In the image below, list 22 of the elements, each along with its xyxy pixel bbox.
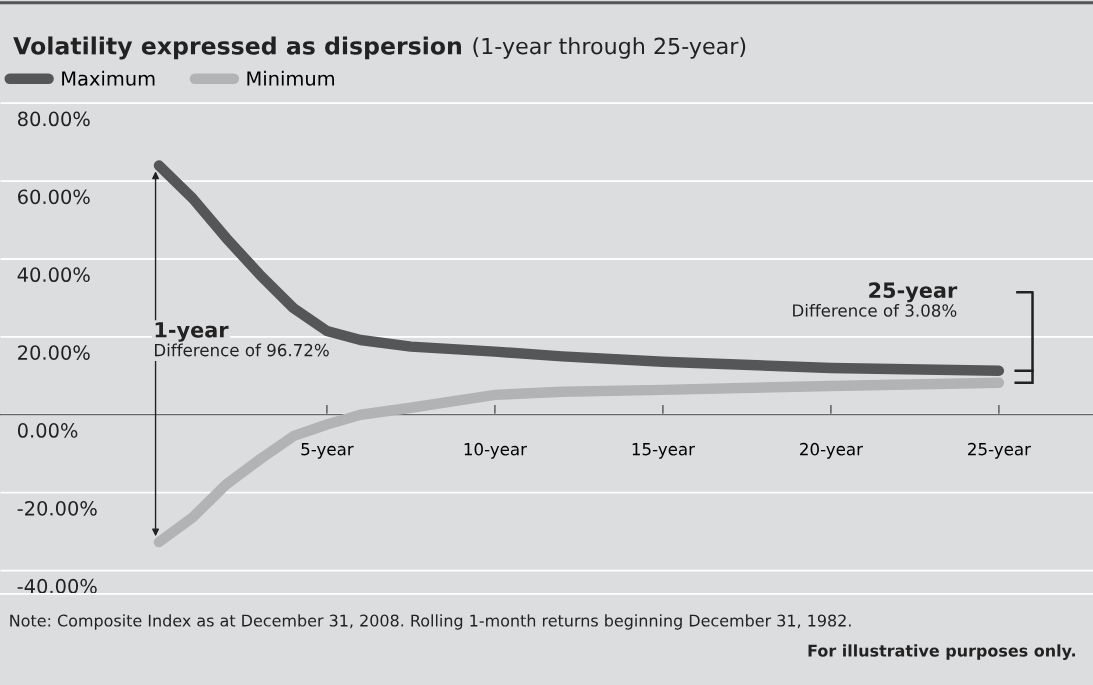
- y-tick-label: 40.00%: [17, 267, 90, 283]
- y-tick-label: -20.00%: [17, 500, 97, 516]
- y-tick-label: 20.00%: [18, 345, 90, 360]
- chart-subtitle: (1-year through 25-year): [473, 37, 746, 59]
- annotation: Difference of 3.08%: [793, 303, 957, 317]
- y-tick-label: -40.00%: [17, 578, 97, 594]
- annotation: Difference of 96.72%: [155, 343, 329, 357]
- legend-label: Minimum: [247, 70, 334, 86]
- x-tick-label: 10-year: [464, 442, 527, 459]
- chart-title: Volatility expressed as dispersion: [13, 36, 461, 60]
- x-tick-label: 20-year: [800, 442, 863, 459]
- text: Note: Composite Index as at December 31, 2008. Rolling 1-month returns beginning December 31, 1982.: [10, 614, 851, 630]
- x-tick-label: 15-year: [632, 443, 695, 459]
- legend-label: Maximum: [62, 70, 155, 86]
- x-tick-label: 5-year: [301, 443, 354, 459]
- annotation: 1-year: [155, 322, 229, 342]
- y-tick-label: 80.00%: [17, 111, 90, 127]
- y-tick-label: 0.00%: [17, 423, 78, 438]
- x-tick-label: 25-year: [968, 442, 1031, 459]
- text: For illustrative purposes only.: [808, 644, 1075, 660]
- y-tick-label: 60.00%: [18, 189, 90, 205]
- annotation: 25-year: [869, 282, 958, 303]
